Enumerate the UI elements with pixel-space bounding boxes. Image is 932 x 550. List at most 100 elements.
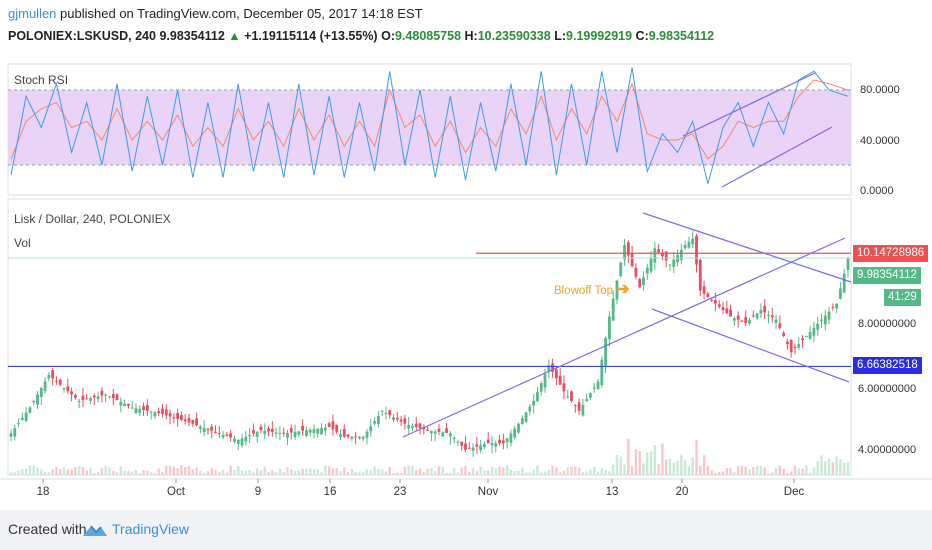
candle-body [604, 338, 608, 366]
candle-body [592, 387, 596, 389]
volume-bar [407, 465, 410, 475]
candle-body [392, 417, 395, 421]
tradingview-brand-link[interactable]: TradingView [112, 521, 190, 537]
candle-body [47, 375, 51, 379]
candle-body [471, 447, 475, 451]
candle-body [702, 286, 706, 294]
volume-bar [373, 466, 376, 475]
volume-bar [524, 472, 528, 475]
volume-bar [729, 468, 732, 475]
volume-bar [119, 466, 123, 475]
volume-bar [736, 465, 740, 475]
candle-body [577, 402, 581, 411]
volume-bar [430, 468, 433, 475]
candle-body [729, 309, 732, 317]
volume-bar [634, 449, 638, 475]
volume-bar [494, 468, 497, 475]
candle-body [365, 431, 369, 438]
volume-bar [263, 466, 266, 475]
volume-bar [43, 471, 47, 475]
volume-bar [498, 466, 501, 475]
volume-bar [146, 470, 149, 475]
candle-body [464, 443, 467, 450]
candle-body [142, 406, 145, 410]
volume-bar [505, 465, 509, 475]
volume-bar [604, 470, 607, 475]
volume-bar [846, 461, 850, 475]
candle-body [89, 398, 92, 401]
volume-bar [551, 465, 554, 475]
volume-bar [153, 472, 157, 475]
candle-body [282, 432, 286, 434]
volume-bar [774, 467, 778, 475]
candle-body [55, 381, 58, 383]
volume-bar [714, 472, 717, 475]
volume-bar [547, 470, 551, 475]
volume-bar [490, 466, 494, 475]
volume-bar [233, 469, 236, 475]
volume-bar [115, 472, 119, 475]
volume-bar [180, 465, 183, 475]
candle-body [233, 438, 236, 442]
candle-body [305, 430, 308, 436]
volume-bar [782, 468, 785, 475]
candle-body [441, 432, 445, 437]
candle-body [770, 315, 774, 318]
volume-bar [40, 469, 43, 475]
candle-body [263, 430, 267, 435]
volume-bar [403, 466, 407, 475]
volume-bar [570, 466, 573, 475]
candle-body [751, 315, 755, 317]
candle-body [581, 404, 585, 416]
candle-body [51, 370, 55, 379]
volume-bar [820, 455, 823, 475]
ohlc-line: POLONIEX:LSKUSD, 240 9.98354112 ▲ +1.191… [8, 29, 714, 43]
candle-body [9, 433, 13, 437]
volume-bar [668, 458, 672, 475]
candle-body [157, 411, 161, 414]
candle-body [842, 273, 846, 293]
volume-bar [702, 455, 706, 475]
volume-bar [665, 459, 668, 475]
volume-bar [274, 472, 278, 475]
volume-bar [142, 470, 145, 475]
volume-bar [718, 471, 721, 475]
candle-body [320, 428, 323, 435]
volume-bar [627, 438, 630, 475]
candle-body [827, 311, 831, 320]
volume-bar [475, 471, 479, 475]
volume-bar [362, 472, 365, 475]
volume-bar [577, 467, 581, 475]
candle-body [426, 429, 430, 431]
candle-body [36, 394, 39, 405]
volume-bar [237, 466, 240, 475]
volume-bar [66, 469, 70, 475]
volume-bar [225, 472, 229, 475]
low-value: 9.19992919 [566, 29, 633, 43]
candle-body [274, 432, 278, 434]
close-value: 9.98354112 [648, 29, 715, 43]
candle-body [308, 429, 312, 433]
candle-body [62, 388, 66, 390]
candle-body [774, 319, 778, 323]
author-link[interactable]: gjmullen [8, 6, 57, 21]
candle-body [793, 346, 797, 349]
candle-body [479, 445, 483, 451]
volume-bar [661, 443, 664, 475]
candle-body [81, 395, 85, 401]
candle-body [763, 306, 767, 313]
candle-body [388, 410, 392, 416]
candle-body [92, 395, 96, 398]
candle-body [505, 438, 509, 443]
volume-bar [282, 472, 285, 475]
candle-body [24, 412, 28, 421]
candle-body [104, 394, 108, 396]
candle-body [312, 429, 316, 433]
volume-bar [384, 471, 388, 475]
candle-body [823, 315, 827, 325]
chart-canvas[interactable] [0, 0, 932, 510]
volume-bar [680, 454, 683, 475]
volume-bar [130, 471, 134, 475]
volume-bar [206, 471, 210, 475]
volume-bar [89, 467, 92, 475]
